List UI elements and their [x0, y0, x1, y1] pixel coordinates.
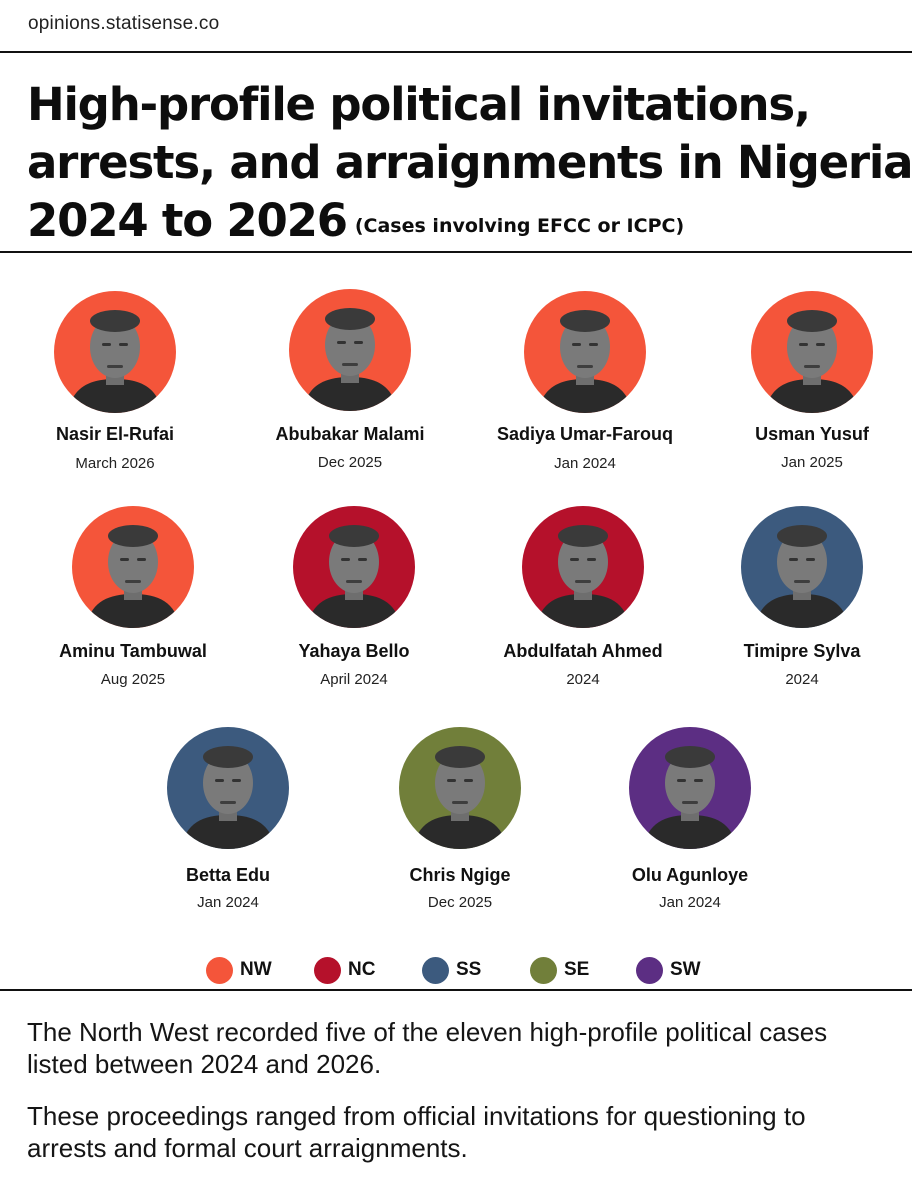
legend-swatch — [314, 956, 341, 984]
title-years: 2024 to 2026 — [27, 194, 348, 247]
portrait-10 — [399, 727, 521, 849]
portrait-1 — [54, 291, 176, 413]
case-date: 2024 — [566, 671, 600, 688]
case-date: Dec 2025 — [317, 454, 383, 471]
case-date: Jan 2024 — [197, 894, 259, 911]
title-line-3: 2024 to 2026 (Cases involving EFCC or ICP… — [27, 192, 897, 255]
legend-item-ss: SS — [422, 955, 481, 985]
person-name: Abdulfatah Ahmed — [503, 641, 663, 661]
summary-paragraph-1: The North West recorded five of the elev… — [27, 1017, 828, 1079]
person-name: Yahaya Bello — [298, 641, 410, 661]
region-legend: NW NC SS SE SW — [0, 955, 912, 985]
summary-paragraph-2: These proceedings ranged from official i… — [27, 1101, 806, 1163]
portrait-3 — [524, 291, 646, 413]
portrait-11 — [629, 727, 751, 849]
portrait-8 — [741, 506, 863, 628]
case-date: Aug 2025 — [100, 671, 166, 688]
legend-swatch — [530, 956, 557, 984]
legend-label: SS — [456, 959, 482, 980]
case-date: Jan 2024 — [659, 894, 721, 911]
legend-divider — [0, 989, 912, 991]
site-url: opinions.statisense.co — [28, 13, 220, 34]
legend-swatch — [206, 956, 233, 984]
portrait-4 — [751, 291, 873, 413]
title-line-1: High-profile political invitations, — [27, 78, 811, 131]
person-name: Usman Yusuf — [755, 424, 869, 444]
case-date: 2024 — [785, 671, 819, 688]
case-date: Dec 2025 — [427, 894, 493, 911]
person-name: Sadiya Umar-Farouq — [496, 424, 674, 444]
person-name: Abubakar Malami — [275, 424, 425, 444]
legend-swatch — [422, 956, 449, 984]
case-date: Jan 2025 — [781, 454, 843, 471]
legend-label: SW — [670, 959, 701, 980]
legend-label: NC — [348, 959, 376, 980]
legend-item-nc: NC — [314, 955, 375, 985]
legend-label: NW — [240, 959, 272, 980]
case-date: Jan 2024 — [554, 455, 616, 472]
title-divider — [0, 251, 912, 253]
person-name: Nasir El-Rufai — [55, 424, 175, 444]
legend-swatch — [636, 956, 663, 984]
portrait-9 — [167, 727, 289, 849]
title-line-2: arrests, and arraignments in Nigeria — [27, 136, 912, 189]
person-name: Betta Edu — [185, 865, 270, 885]
legend-item-sw: SW — [636, 955, 701, 985]
legend-label: SE — [564, 959, 590, 980]
person-name: Timipre Sylva — [743, 641, 861, 661]
legend-item-se: SE — [530, 955, 589, 985]
portrait-6 — [293, 506, 415, 628]
case-date: March 2026 — [75, 455, 155, 472]
case-date: April 2024 — [320, 671, 388, 688]
person-name: Aminu Tambuwal — [59, 641, 207, 661]
person-name: Olu Agunloye — [631, 865, 749, 885]
portrait-5 — [72, 506, 194, 628]
person-name: Chris Ngige — [409, 865, 511, 885]
title-subtitle: (Cases involving EFCC or ICPC) — [354, 215, 685, 237]
top-divider — [0, 51, 912, 53]
portrait-2 — [289, 289, 411, 411]
legend-item-nw: NW — [206, 955, 272, 985]
portrait-7 — [522, 506, 644, 628]
page-title: High-profile political invitations, arre… — [27, 76, 912, 255]
